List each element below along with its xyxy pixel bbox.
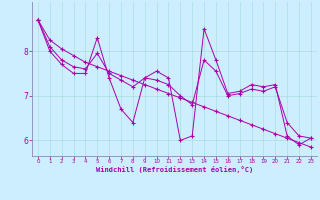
X-axis label: Windchill (Refroidissement éolien,°C): Windchill (Refroidissement éolien,°C) xyxy=(96,166,253,173)
